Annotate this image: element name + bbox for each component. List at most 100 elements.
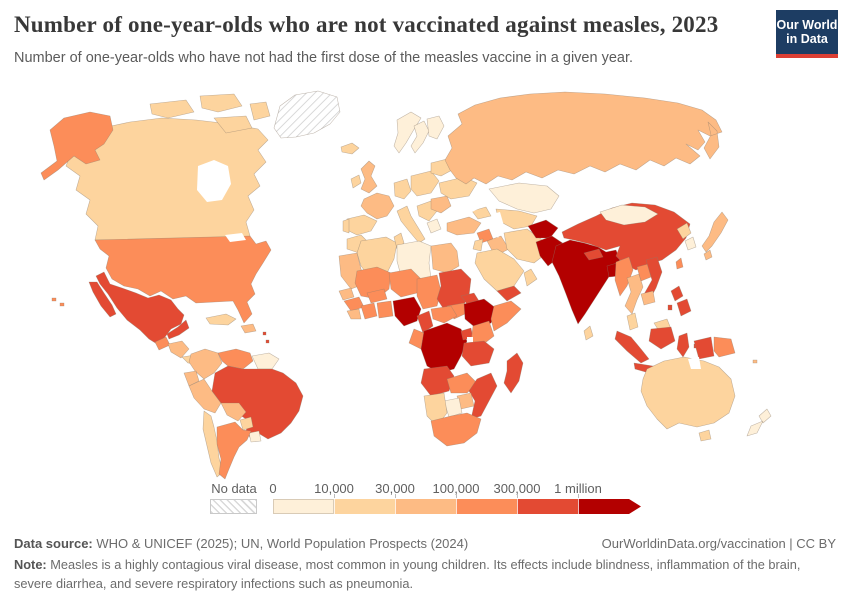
country-guyanas[interactable] bbox=[251, 352, 280, 370]
country-north-korea[interactable] bbox=[676, 222, 692, 240]
country-chad[interactable] bbox=[416, 274, 442, 310]
country-venezuela[interactable] bbox=[217, 348, 254, 370]
country-portugal[interactable] bbox=[342, 218, 350, 234]
country-jordan-israel[interactable] bbox=[472, 238, 484, 252]
country-finland[interactable] bbox=[426, 115, 445, 140]
country-kalimantan[interactable] bbox=[648, 326, 676, 350]
country-burkina-faso[interactable] bbox=[366, 288, 388, 304]
country-poland-czechia[interactable] bbox=[410, 170, 440, 197]
country-caucasus[interactable] bbox=[471, 206, 492, 220]
country-nigeria[interactable] bbox=[392, 296, 422, 327]
note-label: Note: bbox=[14, 557, 47, 572]
legend-bin-segment[interactable] bbox=[578, 499, 641, 514]
country-italy[interactable] bbox=[396, 205, 426, 244]
country-sri-lanka[interactable] bbox=[583, 325, 594, 341]
country-honduras-nicaragua[interactable] bbox=[167, 340, 190, 359]
country-fiji[interactable] bbox=[752, 359, 758, 364]
country-central-african-republic[interactable] bbox=[430, 305, 458, 324]
country-uk[interactable] bbox=[360, 160, 378, 194]
country-sierra-leone-liberia[interactable] bbox=[346, 308, 362, 320]
country-senegal[interactable] bbox=[338, 287, 355, 301]
country-new-zealand-north[interactable] bbox=[758, 408, 772, 424]
owid-logo[interactable]: Our World in Data bbox=[776, 10, 838, 58]
legend-tick-mark bbox=[517, 494, 518, 498]
country-spain[interactable] bbox=[344, 214, 378, 236]
country-madagascar[interactable] bbox=[503, 352, 524, 394]
country-australia[interactable] bbox=[640, 356, 736, 430]
country-mexico[interactable] bbox=[88, 271, 190, 345]
country-philippines[interactable] bbox=[667, 285, 692, 317]
country-japan[interactable] bbox=[701, 211, 729, 261]
country-sumatra[interactable] bbox=[614, 330, 650, 364]
country-new-zealand-south[interactable] bbox=[746, 420, 764, 437]
country-myanmar[interactable] bbox=[614, 256, 634, 297]
legend-bin-segment[interactable] bbox=[517, 499, 579, 514]
sea-overlay bbox=[688, 357, 701, 369]
country-tasmania[interactable] bbox=[698, 429, 712, 442]
owid-logo-accent-bar bbox=[776, 54, 838, 58]
country-sweden[interactable] bbox=[410, 120, 430, 154]
country-cuba[interactable] bbox=[205, 313, 237, 326]
country-south-africa[interactable] bbox=[430, 412, 482, 447]
owid-logo-line1: Our World bbox=[776, 17, 838, 32]
note-text: Measles is a highly contagious viral dis… bbox=[14, 557, 801, 591]
country-bolivia[interactable] bbox=[220, 402, 247, 422]
country-yemen[interactable] bbox=[496, 285, 522, 302]
country-malaysia-peninsula[interactable] bbox=[626, 312, 639, 331]
country-cameroon[interactable] bbox=[416, 310, 434, 334]
legend-tick-label: 300,000 bbox=[493, 481, 541, 496]
country-thailand[interactable] bbox=[624, 273, 644, 315]
country-greenland[interactable] bbox=[273, 90, 341, 139]
country-papua-new-guinea[interactable] bbox=[713, 336, 736, 358]
country-norway[interactable] bbox=[393, 111, 422, 154]
country-colombia[interactable] bbox=[188, 348, 223, 380]
country-hispaniola[interactable] bbox=[240, 323, 257, 334]
country-drc[interactable] bbox=[420, 322, 468, 374]
country-argentina[interactable] bbox=[216, 421, 252, 480]
legend-bin-segment[interactable] bbox=[395, 499, 457, 514]
country-germany[interactable] bbox=[393, 178, 412, 200]
country-nepal[interactable] bbox=[583, 248, 604, 261]
country-russia[interactable] bbox=[444, 91, 723, 185]
country-west-papua[interactable] bbox=[693, 336, 715, 360]
legend-bin-segment[interactable] bbox=[456, 499, 518, 514]
country-greece[interactable] bbox=[426, 218, 442, 234]
country-mongolia[interactable] bbox=[599, 204, 659, 226]
country-romania-bulgaria[interactable] bbox=[430, 195, 452, 214]
country-ghana-benin[interactable] bbox=[376, 300, 394, 319]
country-south-korea[interactable] bbox=[684, 236, 697, 251]
country-afghanistan[interactable] bbox=[527, 219, 559, 239]
country-india[interactable] bbox=[551, 239, 621, 325]
country-ireland[interactable] bbox=[350, 174, 362, 189]
country-lesser-antilles[interactable] bbox=[262, 331, 270, 344]
country-paraguay[interactable] bbox=[239, 416, 254, 431]
legend-tick-label: 100,000 bbox=[432, 481, 480, 496]
legend-no-data-swatch[interactable] bbox=[210, 499, 257, 514]
country-oman[interactable] bbox=[523, 268, 538, 287]
country-france[interactable] bbox=[360, 192, 395, 220]
country-alaska[interactable] bbox=[40, 111, 114, 181]
country-kazakhstan[interactable] bbox=[488, 182, 560, 214]
country-somalia[interactable] bbox=[490, 300, 522, 332]
country-tanzania[interactable] bbox=[461, 340, 495, 367]
country-ivory-coast[interactable] bbox=[360, 302, 378, 320]
owid-cc-link[interactable]: OurWorldinData.org/vaccination | CC BY bbox=[601, 536, 836, 551]
country-canada[interactable] bbox=[59, 117, 269, 241]
country-ecuador[interactable] bbox=[183, 370, 200, 387]
country-uruguay[interactable] bbox=[248, 430, 262, 443]
country-egypt[interactable] bbox=[430, 242, 460, 274]
country-turkey[interactable] bbox=[446, 216, 482, 236]
legend-tick-label: 0 bbox=[269, 481, 277, 496]
country-angola[interactable] bbox=[420, 365, 455, 397]
country-arctic-islands[interactable] bbox=[149, 93, 271, 134]
country-iceland[interactable] bbox=[340, 142, 360, 155]
country-taiwan[interactable] bbox=[675, 257, 684, 270]
country-botswana[interactable] bbox=[443, 397, 463, 418]
country-cambodia[interactable] bbox=[640, 290, 656, 306]
country-peru[interactable] bbox=[188, 378, 222, 414]
country-hawaii[interactable] bbox=[51, 297, 65, 307]
world-choropleth-map[interactable] bbox=[0, 85, 850, 483]
legend-bin-segment[interactable] bbox=[334, 499, 396, 514]
legend-bin-segment[interactable] bbox=[273, 499, 334, 514]
country-usa[interactable] bbox=[94, 235, 272, 324]
